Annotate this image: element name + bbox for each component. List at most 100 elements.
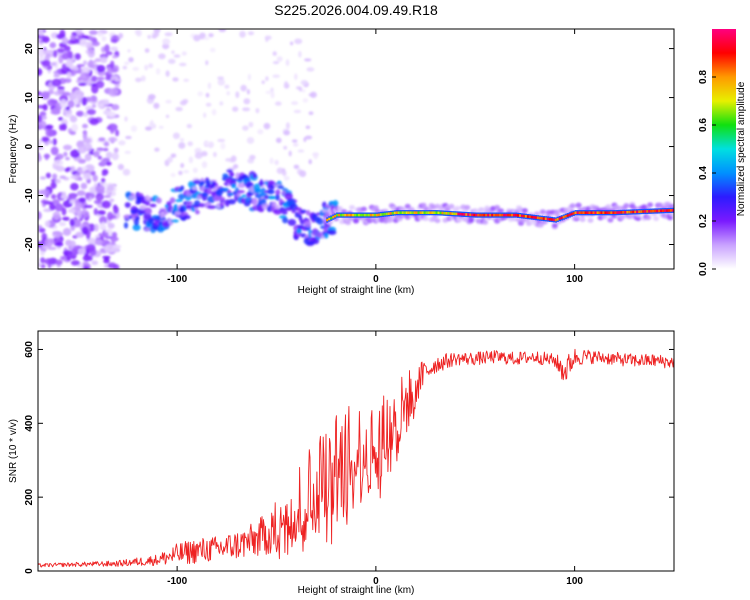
- snr-y-tick-label: 200: [24, 488, 35, 505]
- heatmap-tone-cell: [626, 210, 629, 214]
- heatmap-cell: [79, 72, 90, 82]
- heatmap-cell: [183, 78, 190, 82]
- heatmap-tone-cell: [411, 211, 414, 214]
- heatmap-cell: [219, 101, 224, 106]
- heatmap-cell: [187, 141, 193, 147]
- heatmap-cell: [144, 64, 149, 71]
- heatmap-cell: [236, 192, 241, 198]
- heatmap-cell: [38, 227, 46, 233]
- heatmap-cell: [61, 123, 67, 131]
- heatmap-cell: [81, 66, 91, 75]
- heatmap-cell: [205, 60, 209, 66]
- heatmap-cell: [247, 31, 255, 36]
- heatmap-cell: [283, 176, 290, 181]
- snr-x-tick-label: 0: [373, 576, 379, 587]
- heatmap-tone-cell: [399, 211, 402, 214]
- heatmap-cell: [143, 212, 152, 220]
- heatmap-cell: [73, 89, 83, 99]
- heatmap-cell: [94, 234, 101, 239]
- heatmap-cell: [217, 138, 226, 143]
- heatmap-cell: [211, 109, 217, 116]
- heatmap-tone-cell: [371, 213, 375, 217]
- heatmap-cell: [53, 74, 60, 78]
- heatmap-cell: [293, 109, 302, 114]
- heatmap-cell: [38, 48, 46, 58]
- heatmap-cell: [97, 32, 104, 37]
- heatmap-cell: [135, 215, 140, 221]
- heatmap-tone-cell: [536, 216, 540, 220]
- heatmap-cell: [150, 120, 154, 126]
- heatmap-cell: [180, 162, 185, 169]
- heatmap-cell: [75, 110, 85, 117]
- heatmap-tone-cell: [650, 209, 653, 213]
- heatmap-cell: [551, 223, 558, 228]
- heatmap-cell: [106, 69, 114, 74]
- heatmap-tone-cell: [467, 213, 470, 216]
- heatmap-tone-cell: [433, 211, 436, 214]
- heatmap-cell: [162, 43, 170, 50]
- heatmap-tone-cell: [538, 216, 541, 220]
- heatmap-cell: [291, 101, 299, 105]
- heatmap-cell: [272, 61, 280, 65]
- heatmap-cell: [104, 256, 110, 261]
- heatmap-cell: [101, 221, 106, 229]
- heatmap-cell: [272, 74, 280, 78]
- heatmap-cell: [97, 210, 106, 216]
- heatmap-cell: [50, 62, 57, 66]
- heatmap-cell: [47, 246, 57, 251]
- heatmap-tone-cell: [346, 213, 349, 217]
- heatmap-tone-cell: [328, 217, 331, 221]
- heatmap-cell: [669, 203, 674, 209]
- heatmap-tone-cell: [403, 211, 406, 214]
- heatmap-tone-cell: [586, 211, 589, 214]
- heatmap-x-tick-label: -100: [167, 274, 187, 285]
- heatmap-tone-cell: [501, 213, 504, 217]
- heatmap-cell: [114, 83, 120, 88]
- heatmap-cell: [58, 116, 64, 121]
- heatmap-cell: [188, 156, 194, 164]
- heatmap-cell: [104, 244, 114, 253]
- heatmap-cell: [95, 185, 106, 193]
- colorbar-tick-label: 0.2: [698, 214, 709, 228]
- heatmap-cell: [305, 210, 311, 216]
- heatmap-tone-cell: [612, 211, 615, 214]
- heatmap-tone-cell: [624, 211, 627, 214]
- heatmap-cell: [248, 121, 254, 128]
- heatmap-cell: [114, 78, 122, 83]
- heatmap-cell: [297, 214, 302, 219]
- snr-plot-area: [38, 331, 674, 571]
- heatmap-cell: [128, 195, 137, 200]
- heatmap-tone-cell: [523, 214, 526, 218]
- heatmap-cell: [91, 41, 100, 47]
- heatmap-tone-cell: [489, 213, 492, 217]
- heatmap-cell: [101, 35, 107, 42]
- heatmap-cell: [454, 205, 461, 211]
- heatmap-cell: [55, 241, 64, 247]
- heatmap-tone-cell: [640, 210, 643, 213]
- heatmap-cell: [283, 145, 288, 150]
- heatmap-cell: [204, 141, 210, 146]
- heatmap-cell: [105, 51, 113, 56]
- heatmap-cell: [128, 57, 134, 63]
- heatmap-y-tick-label: 0: [24, 143, 35, 149]
- heatmap-cell: [38, 29, 44, 36]
- heatmap-cell: [247, 73, 251, 81]
- heatmap-tone-cell: [367, 213, 371, 217]
- heatmap-cell: [74, 97, 79, 105]
- heatmap-cell: [353, 218, 359, 224]
- heatmap-tone-cell: [393, 211, 396, 215]
- heatmap-cell: [38, 262, 42, 268]
- heatmap-tone-cell: [646, 210, 649, 213]
- heatmap-tone-cell: [459, 212, 462, 216]
- heatmap-cell: [149, 203, 157, 208]
- heatmap-cell: [123, 222, 129, 229]
- heatmap-tone-cell: [334, 214, 337, 218]
- heatmap-cell: [207, 195, 216, 204]
- heatmap-cell: [302, 98, 309, 103]
- heatmap-tone-cell: [628, 210, 631, 214]
- heatmap-tone-cell: [342, 213, 345, 217]
- heatmap-cell: [282, 217, 289, 224]
- heatmap-cell: [587, 217, 594, 223]
- heatmap-tone-cell: [461, 213, 464, 216]
